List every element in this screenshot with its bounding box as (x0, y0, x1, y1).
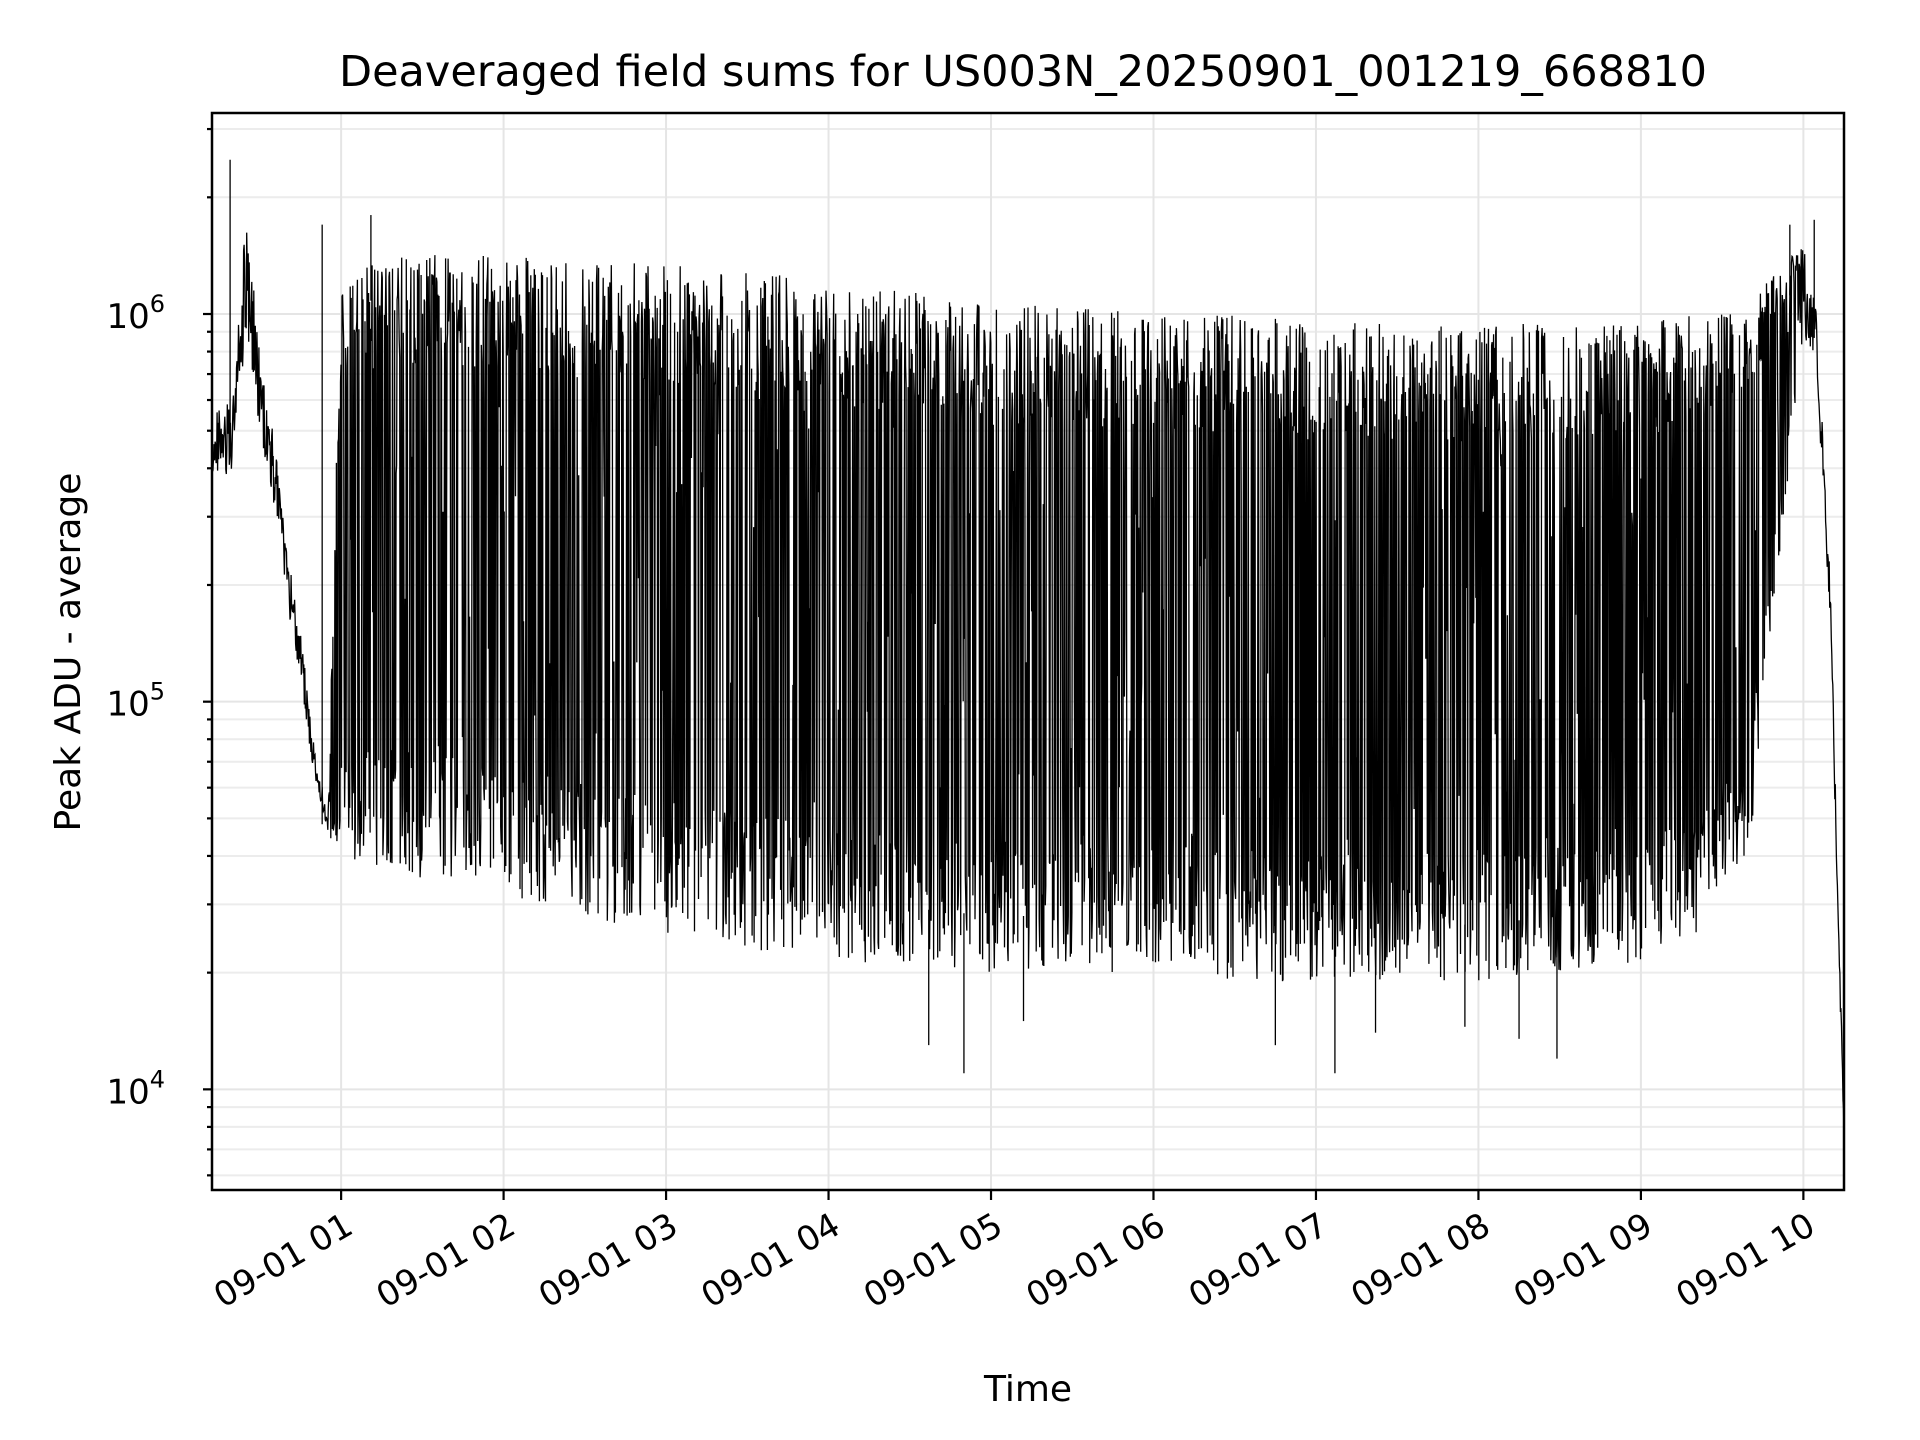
x-tick-label: 09-01 06 (1020, 1205, 1172, 1316)
x-tick-label: 09-01 03 (532, 1205, 684, 1316)
series-layer (211, 159, 1845, 1138)
y-tick-base: 10 (106, 685, 149, 725)
y-tick-exponent: 4 (150, 1065, 165, 1093)
x-axis: 09-01 01 09-01 02 09-01 03 09-01 04 09-01 05… (207, 1190, 1822, 1316)
x-tick-label: 09-01 09 (1507, 1205, 1659, 1316)
series-line (211, 232, 1845, 1138)
x-tick-label: 09-01 04 (695, 1205, 847, 1316)
y-axis-label: Peak ADU - average (48, 473, 89, 832)
y-tick-label: 104 (106, 1065, 165, 1112)
y-tick-base: 10 (106, 297, 149, 337)
x-axis-label: Time (983, 1369, 1072, 1410)
x-tick-label: 09-01 01 (207, 1205, 359, 1316)
y-tick-base: 10 (106, 1072, 149, 1112)
x-tick-label: 09-01 10 (1669, 1205, 1821, 1316)
plot-frame (210, 111, 1846, 1192)
y-tick-label: 105 (106, 678, 165, 725)
x-tick-label: 09-01 02 (370, 1205, 522, 1316)
y-tick-exponent: 6 (150, 290, 165, 318)
chart-title: Deaveraged field sums for US003N_2025090… (339, 47, 1707, 97)
y-tick-label: 106 (106, 290, 165, 337)
y-tick-exponent: 5 (150, 678, 165, 706)
x-tick-label: 09-01 08 (1345, 1205, 1497, 1316)
x-tick-label: 09-01 07 (1182, 1205, 1334, 1316)
x-tick-label: 09-01 05 (857, 1205, 1009, 1316)
